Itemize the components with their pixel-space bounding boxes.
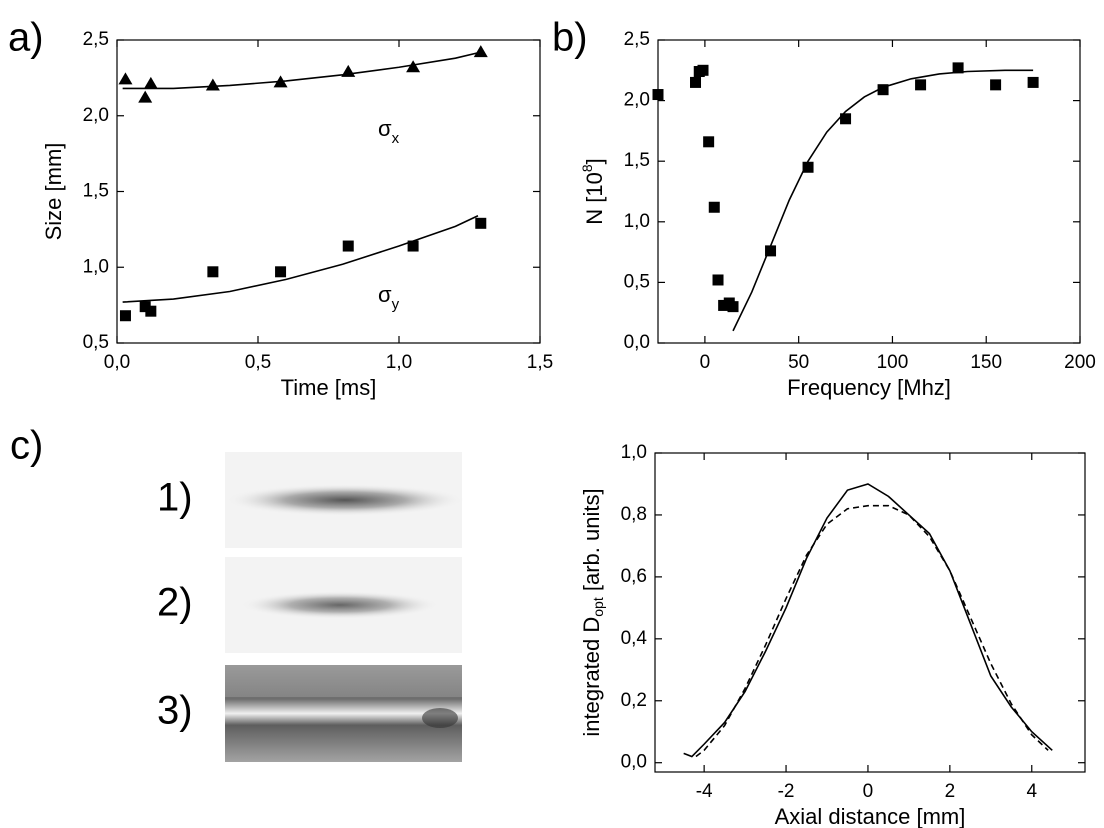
- square-point: [342, 240, 354, 252]
- y-axis-label-part: 8: [579, 164, 595, 172]
- panel-label: a): [8, 16, 44, 60]
- panel-label: c): [10, 424, 43, 468]
- x-axis-label: Axial distance [mm]: [775, 804, 966, 828]
- annotation-sub: y: [392, 296, 400, 313]
- image-3-shade: [225, 665, 462, 697]
- triangle-point: [406, 60, 421, 73]
- annotation-sub: x: [392, 130, 400, 147]
- triangle-point: [205, 78, 220, 91]
- fit-line: [122, 51, 481, 90]
- y-tick-label: 0,5: [624, 271, 650, 292]
- triangle-point: [118, 72, 133, 85]
- dashed-line: [695, 504, 1049, 758]
- square-point: [727, 301, 739, 313]
- y-tick-label: 0,0: [621, 752, 647, 773]
- y-axis-label-part: ]: [582, 158, 607, 164]
- x-axis-label: Frequency [Mhz]: [787, 375, 951, 400]
- x-tick-label: 0,5: [245, 352, 271, 373]
- image-label: 3): [157, 689, 193, 733]
- cloud-2: [240, 591, 440, 619]
- annotation-symbol: σ: [378, 116, 392, 141]
- square-point: [407, 240, 419, 252]
- y-tick-label: 1,0: [624, 211, 650, 232]
- y-axis-label: N [108]: [579, 158, 607, 225]
- x-tick-label: 2: [945, 781, 956, 802]
- x-tick-label: 50: [788, 352, 809, 373]
- x-tick-label: -2: [778, 781, 795, 802]
- y-axis-label: integrated Dopt [arb. units]: [579, 488, 606, 736]
- plot-frame: [657, 39, 1081, 344]
- square-point: [952, 62, 964, 74]
- square-point: [145, 305, 157, 317]
- square-point: [119, 310, 131, 322]
- fit-line: [122, 215, 479, 303]
- y-tick-label: 0,2: [621, 690, 647, 711]
- image-3-spot: [422, 708, 458, 728]
- y-tick-label: 0,6: [621, 566, 647, 587]
- y-tick-label: 0,0: [624, 332, 650, 353]
- square-point: [690, 76, 702, 88]
- x-tick-label: 0: [863, 781, 874, 802]
- x-tick-label: 100: [877, 352, 909, 373]
- x-tick-label: 150: [970, 352, 1002, 373]
- annotation: σx: [378, 116, 400, 147]
- square-point: [697, 64, 709, 76]
- images: c) 1) 2) 3): [10, 424, 465, 762]
- x-tick-label: 200: [1064, 352, 1096, 373]
- y-axis-label-part: integrated D: [579, 617, 604, 737]
- square-point: [703, 136, 715, 148]
- square-point: [802, 161, 814, 173]
- y-axis-label-part: N [10: [582, 172, 607, 225]
- y-tick-label: 0,8: [621, 504, 647, 525]
- x-tick-label: 0: [700, 352, 711, 373]
- y-axis-label: Size [mm]: [41, 143, 66, 241]
- image-label: 1): [157, 476, 193, 520]
- annotation: σy: [378, 282, 400, 313]
- triangle-point: [143, 76, 158, 89]
- square-point: [915, 79, 927, 91]
- square-point: [1027, 76, 1039, 88]
- y-tick-label: 2,0: [624, 90, 650, 111]
- y-tick-label: 0,4: [621, 628, 648, 649]
- square-point: [990, 79, 1002, 91]
- x-tick-label: -4: [696, 781, 713, 802]
- y-tick-label: 1,0: [621, 442, 647, 463]
- y-tick-label: 2,5: [624, 29, 650, 50]
- x-tick-label: 1,0: [386, 352, 412, 373]
- y-tick-label: 0,5: [83, 332, 109, 353]
- square-point: [765, 245, 777, 257]
- square-point: [718, 299, 730, 311]
- panel-label: b): [552, 16, 588, 60]
- annotation-symbol: σ: [378, 282, 392, 307]
- y-tick-label: 1,5: [624, 150, 650, 171]
- triangle-point: [138, 90, 153, 103]
- square-point: [712, 274, 724, 286]
- x-tick-label: 0,0: [104, 352, 130, 373]
- square-point: [207, 266, 219, 278]
- y-tick-label: 1,0: [83, 256, 109, 277]
- y-tick-label: 1,5: [83, 181, 109, 202]
- fit-line: [683, 483, 1053, 758]
- y-tick-label: 2,0: [83, 105, 109, 126]
- cloud-1: [225, 484, 465, 516]
- square-point: [475, 217, 487, 229]
- image-label: 2): [157, 581, 193, 625]
- x-tick-label: 1,5: [527, 352, 553, 373]
- x-axis-label: Time [ms]: [281, 375, 377, 400]
- square-point: [877, 84, 889, 96]
- square-point: [139, 301, 151, 313]
- plot-frame: [654, 452, 1086, 773]
- square-point: [652, 89, 664, 101]
- square-point: [840, 113, 852, 125]
- y-axis-label-part: opt: [590, 597, 606, 617]
- y-tick-label: 2,5: [83, 29, 109, 50]
- square-point: [275, 266, 287, 278]
- triangle-point: [473, 45, 488, 58]
- y-axis-label-part: [arb. units]: [579, 488, 604, 597]
- fit-line: [732, 69, 1034, 332]
- x-tick-label: 4: [1026, 781, 1037, 802]
- square-point: [708, 201, 720, 213]
